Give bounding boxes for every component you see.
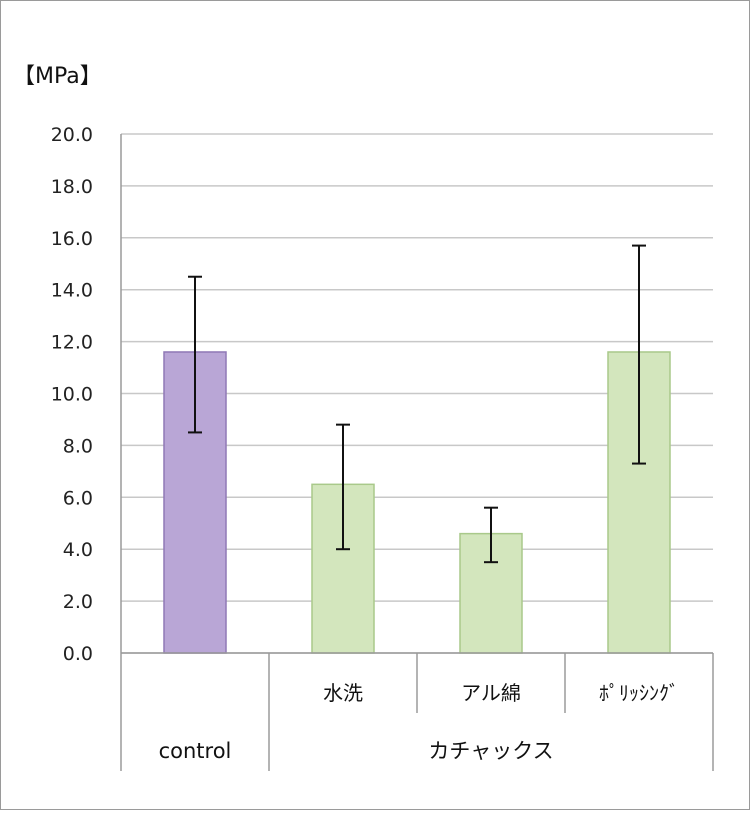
y-tick-labels: 0.0 2.0 4.0 6.0 8.0 10.0 12.0 14.0 16.0 18.0 20.0	[51, 124, 93, 665]
y-tick-label: 8.0	[63, 435, 93, 457]
x-tick-label: ﾎﾟﾘｯｼﾝｸﾞ	[599, 681, 679, 705]
bars	[163, 351, 671, 654]
group-label: カチャックス	[428, 739, 553, 763]
y-tick-label: 10.0	[51, 384, 93, 406]
y-tick-label: 20.0	[51, 124, 93, 146]
y-tick-label: 16.0	[51, 228, 93, 250]
category-axis: 水洗 アル綿 ﾎﾟﾘｯｼﾝｸﾞ control カチャックス	[120, 134, 714, 771]
error-bars	[188, 244, 646, 564]
y-unit-label: 【MPa】	[13, 64, 102, 89]
y-tick-label: 4.0	[63, 539, 93, 561]
y-tick-label: 12.0	[51, 332, 93, 354]
x-tick-label: 水洗	[323, 681, 363, 705]
y-tick-label: 0.0	[63, 643, 93, 665]
y-tick-label: 14.0	[51, 280, 93, 302]
y-tick-label: 2.0	[63, 591, 93, 613]
y-tick-label: 6.0	[63, 487, 93, 509]
group-label: control	[159, 739, 232, 763]
x-tick-label: アル綿	[461, 681, 521, 705]
y-tick-label: 18.0	[51, 176, 93, 198]
